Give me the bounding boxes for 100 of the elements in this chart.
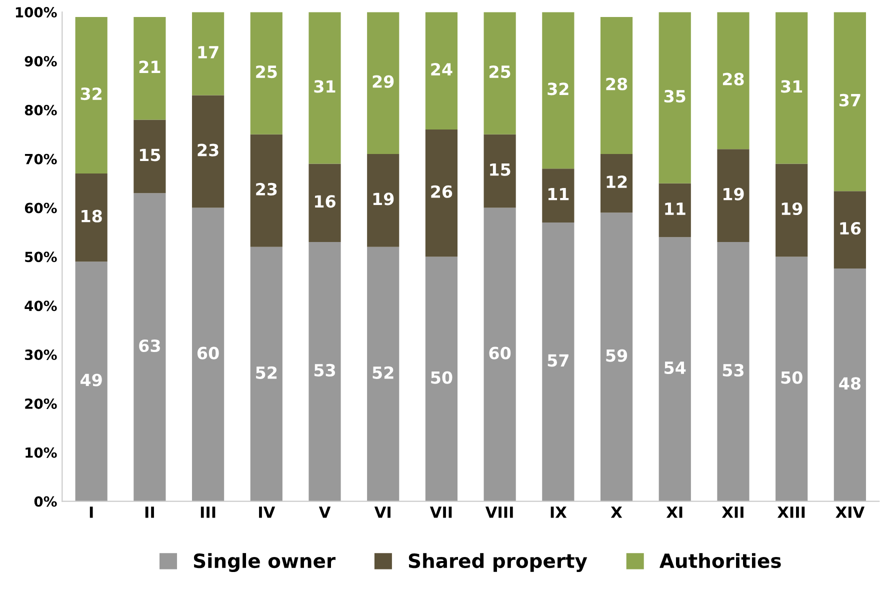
data-label: 25 bbox=[490, 65, 510, 78]
bar bbox=[75, 174, 108, 262]
x-tick-label: XIII bbox=[777, 506, 805, 518]
data-label: 50 bbox=[781, 371, 802, 384]
data-label: 19 bbox=[782, 202, 802, 216]
y-tick-label: 60% bbox=[24, 202, 57, 214]
data-label: 52 bbox=[256, 366, 277, 379]
y-tick-label: 90% bbox=[24, 56, 57, 66]
x-tick-label: IX bbox=[550, 506, 567, 518]
data-label: 59 bbox=[606, 349, 628, 362]
data-label: 32 bbox=[80, 87, 102, 100]
bar bbox=[367, 246, 400, 502]
bar bbox=[250, 246, 282, 502]
data-label: 26 bbox=[431, 185, 452, 198]
x-tick-label: XIV bbox=[836, 506, 865, 518]
data-label: 11 bbox=[665, 202, 686, 215]
bar bbox=[250, 12, 282, 134]
data-label: 28 bbox=[606, 78, 628, 90]
bar bbox=[600, 154, 633, 213]
x-tick-label: XI bbox=[666, 506, 682, 518]
bar bbox=[425, 12, 458, 130]
x-tick-label: X bbox=[610, 506, 622, 518]
data-label: 48 bbox=[839, 377, 861, 390]
y-tick-label: 0% bbox=[34, 496, 57, 507]
data-label: 32 bbox=[548, 82, 568, 96]
data-label: 49 bbox=[80, 374, 102, 386]
bar bbox=[75, 262, 108, 502]
bar bbox=[425, 130, 458, 257]
bar bbox=[776, 256, 808, 502]
data-label: 53 bbox=[722, 364, 744, 377]
y-tick-label: 100% bbox=[16, 7, 57, 18]
bar bbox=[367, 154, 400, 247]
y-tick-label: 20% bbox=[25, 398, 57, 409]
bar bbox=[776, 12, 808, 164]
data-label: 19 bbox=[373, 192, 394, 206]
x-tick-label: II bbox=[145, 506, 154, 518]
bar bbox=[658, 183, 691, 238]
bar bbox=[192, 208, 224, 502]
bar bbox=[834, 268, 866, 502]
bar bbox=[717, 149, 750, 242]
data-label: 23 bbox=[256, 182, 277, 196]
bar bbox=[250, 134, 282, 247]
data-label: 31 bbox=[781, 80, 802, 93]
bar bbox=[484, 134, 516, 208]
bar bbox=[192, 12, 224, 96]
data-label: 52 bbox=[372, 366, 394, 379]
bar bbox=[484, 12, 516, 134]
bar bbox=[776, 164, 808, 257]
data-label: 60 bbox=[489, 346, 511, 360]
y-tick-label: 80% bbox=[24, 104, 57, 116]
data-label: 18 bbox=[82, 210, 102, 222]
bar bbox=[542, 222, 574, 502]
data-label: 31 bbox=[314, 80, 336, 93]
bar bbox=[834, 191, 866, 268]
bar bbox=[834, 12, 866, 192]
y-tick-label: 30% bbox=[24, 350, 57, 360]
x-tick-label: VI bbox=[374, 506, 390, 518]
data-label: 19 bbox=[724, 188, 744, 200]
data-label: 54 bbox=[664, 362, 686, 374]
y-tick-label: 40% bbox=[24, 300, 57, 312]
data-label: 53 bbox=[314, 364, 336, 377]
bar bbox=[75, 16, 108, 174]
legend-label: Shared property bbox=[408, 553, 588, 572]
y-tick-label: 70% bbox=[24, 154, 57, 164]
bar bbox=[658, 12, 691, 184]
bar bbox=[308, 242, 341, 502]
bar bbox=[425, 256, 458, 502]
data-label: 57 bbox=[548, 354, 568, 367]
data-label: 16 bbox=[840, 222, 861, 235]
data-label: 63 bbox=[139, 339, 160, 352]
data-label: 24 bbox=[431, 63, 452, 76]
bar bbox=[308, 12, 341, 164]
bar bbox=[542, 12, 574, 169]
bar bbox=[600, 212, 633, 502]
x-tick-label: V bbox=[318, 506, 331, 518]
data-label: 17 bbox=[198, 46, 218, 58]
bar bbox=[308, 164, 341, 242]
bar bbox=[600, 16, 633, 154]
x-tick-label: III bbox=[200, 506, 216, 518]
data-label: 60 bbox=[197, 346, 219, 360]
bar bbox=[717, 242, 750, 502]
bar bbox=[192, 95, 224, 208]
data-label: 37 bbox=[839, 94, 860, 106]
x-tick-label: XII bbox=[722, 506, 744, 518]
y-tick-label: 50% bbox=[25, 252, 57, 262]
x-tick-label: VIII bbox=[485, 506, 513, 518]
bar bbox=[542, 168, 574, 222]
x-tick-label: VII bbox=[430, 506, 452, 518]
bar bbox=[658, 237, 691, 502]
data-label: 11 bbox=[548, 188, 569, 200]
bar bbox=[367, 12, 400, 154]
bar bbox=[717, 12, 750, 150]
data-label: 16 bbox=[315, 195, 336, 208]
legend-label: Authorities bbox=[660, 553, 781, 568]
data-label: 28 bbox=[722, 72, 744, 86]
x-tick-label: I bbox=[90, 506, 93, 518]
x-tick-label: IV bbox=[259, 506, 276, 518]
data-label: 21 bbox=[139, 60, 160, 73]
data-label: 12 bbox=[606, 176, 627, 188]
bar bbox=[134, 16, 166, 120]
